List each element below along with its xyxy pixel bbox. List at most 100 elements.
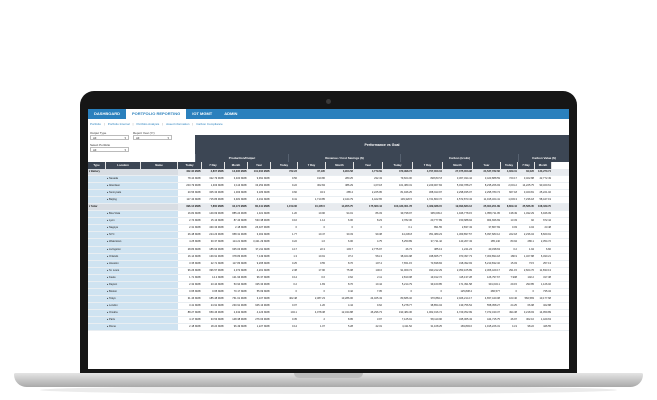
column-header[interactable]: 7 Day (413, 162, 443, 169)
table-row[interactable]: ▸ Paris 4.17 MWh 33.53 MWh 148.38 MWh 276.63… (88, 316, 569, 325)
column-header[interactable]: Year (248, 162, 271, 169)
table-row[interactable]: ▸ Tokyo 31.46 MWh 185.48 MWh 761.61 MWh 3,10… (88, 295, 569, 303)
row-location[interactable]: ▸ Paris (106, 316, 141, 324)
table-row[interactable]: ▸ Nevada 78.44 MWh 322.79 MWh 3,400 MWh 9,99… (88, 176, 569, 184)
row-location[interactable]: ▸ Rome (106, 324, 141, 331)
row-location[interactable]: ▸ Watertown (106, 239, 141, 246)
table-row[interactable]: ▸ Lyon 2.74 MWh 15.13 MWh 87.43 MWh 533.38 M… (88, 218, 569, 226)
column-header[interactable]: Name (141, 162, 178, 169)
table-row[interactable]: ▸ NYC 26.48 MWh 224.23 MWh 958.31 MWh 3,302 … (88, 232, 569, 240)
table-cell: 96.37 MWh (256, 275, 270, 279)
select-portfolio-select[interactable]: All ▾ (90, 147, 129, 152)
table-row[interactable]: ▸ Sunnyvale 20.56 MWh 305.33 MWh 1,303 MWh 3… (88, 190, 569, 198)
row-location[interactable]: ▸ Omaha (106, 309, 141, 316)
row-location[interactable]: ▸ Dayton (106, 281, 141, 288)
subnav-portfolio-analysis[interactable]: Portfolio Analysis (136, 122, 160, 126)
column-header[interactable]: 7 Day (298, 162, 326, 169)
table-group-row[interactable]: ▾ Battery 402.32 MWh 3,807 MWh 13,295 MWh 13… (88, 169, 569, 177)
column-header[interactable]: 7 Day (202, 162, 225, 169)
column-header[interactable]: Month (443, 162, 473, 169)
row-location[interactable]: ▸ Orlando (106, 253, 141, 260)
column-header[interactable]: Location (106, 162, 141, 169)
table-cell: 230.91 MWh (232, 303, 247, 307)
row-location[interactable]: ▸ London (106, 302, 141, 309)
table-cell: 0.2 (513, 247, 517, 251)
table-row[interactable]: ▸ Nagoya 2.31 MWh 430.33 MWh 2.18 MWh 26,327… (88, 225, 569, 233)
table-row[interactable]: ▸ Keele 1.71 MWh 12.2 MWh 121.93 MWh 96.37 M… (88, 274, 569, 282)
row-location[interactable]: ▸ Nevada (106, 176, 141, 183)
table-cell: 3.41 MWh (189, 303, 201, 307)
table-cell: 3,107 MWh (256, 296, 270, 300)
subnav-asset-information[interactable]: Asset Information (166, 122, 190, 126)
tab-admin[interactable]: ADMIN (224, 111, 238, 116)
row-location[interactable]: ▸ Tokyo (106, 295, 141, 302)
row-location[interactable]: ▸ Sunnyvale (106, 190, 141, 197)
table-cell: 44,236.8 (401, 233, 412, 237)
row-location[interactable]: ▸ Beijing (106, 197, 141, 204)
output-type-select[interactable]: All ▾ (90, 135, 129, 140)
column-header[interactable]: 7 Day (518, 162, 535, 169)
column-header[interactable]: Year (354, 162, 383, 169)
table-cell: 114.21 MWh (232, 240, 247, 244)
table-row[interactable]: ▸ Beijing 117.43 MWh 715.86 MWh 3,481 MWh 4,… (88, 197, 569, 205)
subnav-portfolio[interactable]: Portfolio (90, 122, 102, 126)
table-row[interactable]: ▸ Dayton 2.32 MWh 23.44 MWh 53.94 MWh 325.33… (88, 281, 569, 289)
column-header[interactable]: Type (88, 162, 106, 169)
subnav-carbon-compliance[interactable]: Carbon Compliance (196, 122, 223, 126)
table-row[interactable]: ▸ Watertown 4.25 MWh 30.37 MWh 114.21 MWh 3,… (88, 239, 569, 247)
row-name (141, 267, 178, 274)
table-row[interactable]: ▸ Orlando 16.14 MWh 139.91 MWh 378.83 MWh 7,… (88, 253, 569, 261)
table-cell: 126,797.67 (487, 275, 500, 279)
table-cell: 224.23 MWh (209, 233, 224, 237)
column-header[interactable]: Year (473, 162, 501, 169)
report-year-select[interactable]: All ▾ (133, 135, 172, 140)
column-header[interactable]: Today (178, 162, 202, 169)
row-location[interactable] (106, 169, 141, 176)
table-row[interactable]: ▸ St. Louis 96.26 MWh 396.57 MWh 2,372 MWh 4… (88, 267, 569, 275)
row-location[interactable]: ▸ Boston (106, 288, 141, 295)
table-cell: 1,721,803.72 (426, 198, 442, 202)
column-header[interactable]: Today (383, 162, 413, 169)
table-row[interactable]: ▸ Aberdeen 203.79 MWh 1,463 MWh 3,113 MWh 33… (88, 183, 569, 191)
table-cell: 88.27 MWh (187, 310, 201, 314)
table-row[interactable]: ▸ Omaha 88.27 MWh 659.46 MWh 2,432 MWh 4,123… (88, 309, 569, 317)
table-cell: 1,429.63 (540, 317, 551, 321)
row-location[interactable]: ▸ NYC (106, 232, 141, 239)
tab-portfolio-reporting[interactable]: PORTFOLIO REPORTING (126, 109, 187, 119)
table-cell: 22.3 (319, 247, 325, 251)
table-row[interactable]: ▸ London 3.41 MWh 24.91 MWh 230.91 MWh 945.1… (88, 302, 569, 310)
table-cell: 55.69 MWh (256, 289, 270, 293)
column-header[interactable]: Month (535, 162, 552, 169)
column-header[interactable]: Month (326, 162, 354, 169)
table-cell: 73.5 (528, 261, 534, 265)
row-location[interactable]: ▸ Lyon (106, 218, 141, 225)
table-row[interactable]: ▸ Boston 0.65 MWh 0.65 MWh 70.17 MWh 55.69 M… (88, 288, 569, 296)
table-cell: 6.06 (347, 240, 353, 244)
table-group-row[interactable]: ▾ Solar 396.12 MWh 7,860 MWh 33,174 MWh 80,4… (88, 204, 569, 212)
row-location[interactable]: ▸ Nagoya (106, 225, 141, 232)
column-header[interactable]: Month (225, 162, 248, 169)
row-location[interactable]: ▸ Keele (106, 274, 141, 281)
tab-iot-mgmt[interactable]: IOT MGMT (192, 111, 213, 116)
row-location[interactable]: ▸ Livingston (106, 246, 141, 253)
table-cell: 1,321 MWh (256, 212, 270, 216)
table-row[interactable]: ▸ Boa Vista 16.82 MWh 149.69 MWh 885.24 MWh… (88, 211, 569, 219)
row-location[interactable]: ▸ Houston (106, 260, 141, 267)
column-header[interactable]: Today (271, 162, 298, 169)
subnav-portfolio-internal[interactable]: Portfolio Internal (107, 122, 130, 126)
column-header[interactable]: Today (501, 162, 518, 169)
table-cell: 1,946,778.15 (456, 212, 472, 216)
tab-dashboard[interactable]: DASHBOARD (94, 111, 120, 116)
row-name (141, 190, 178, 197)
row-location[interactable]: ▸ Aberdeen (106, 183, 141, 190)
table-cell: 108,039.70 (538, 205, 551, 209)
table-row[interactable]: ▸ Houston 3.35 MWh 22.71 MWh 117.83 MWh 9,26… (88, 260, 569, 268)
table-cell: 16.82 MWh (187, 212, 201, 216)
row-location[interactable] (106, 204, 141, 211)
table-row[interactable]: ▸ Rome 2.18 MWh 18.24 MWh 96.49 MWh 1,227 MW… (88, 324, 569, 332)
table-row[interactable]: ▸ Livingston 28.83 MWh 185.93 MWh 935.03 MW… (88, 246, 569, 254)
row-location[interactable]: ▸ Boa Vista (106, 211, 141, 218)
row-location[interactable]: ▸ St. Louis (106, 267, 141, 274)
table-cell: 6.06 (347, 219, 353, 223)
